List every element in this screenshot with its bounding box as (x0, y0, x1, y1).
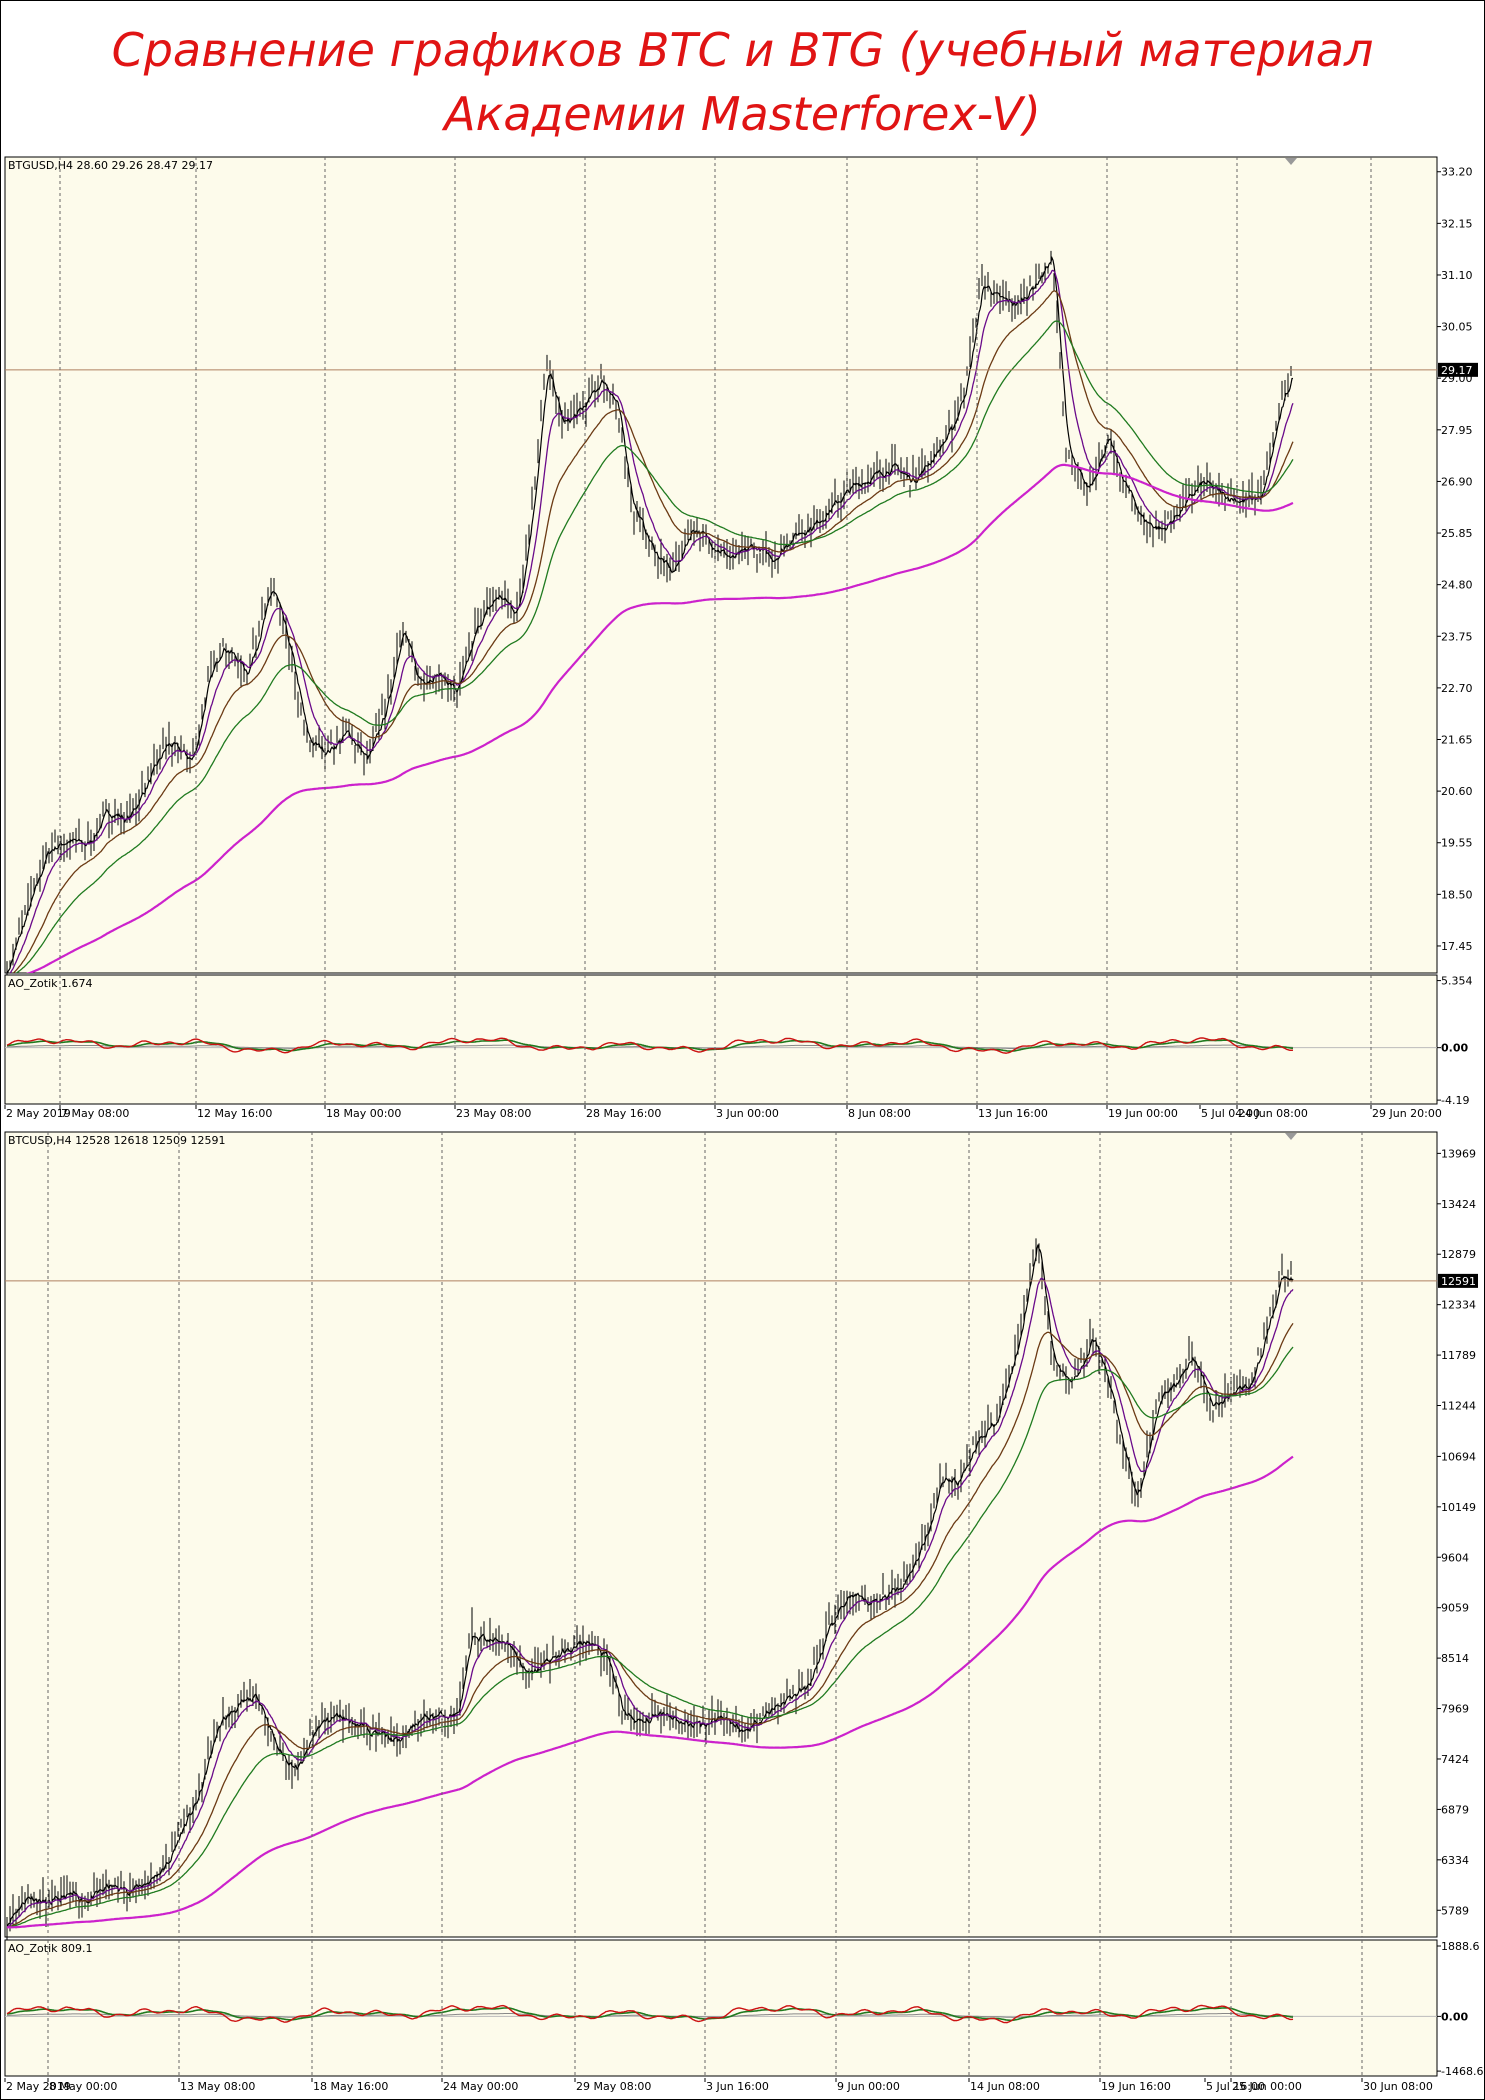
btc-ao-header: AO_Zotik 809.1 (8, 1942, 92, 1955)
btg-xaxis-label-1: 7 May 08:00 (61, 1107, 129, 1120)
btc-yaxis-label-4: 11789 (1441, 1349, 1476, 1362)
btg-ao-panel (4, 974, 1438, 1105)
btc-xaxis-label-0: 2 May 2019 (6, 2080, 71, 2093)
btc-current-price-text: 12591 (1441, 1275, 1476, 1288)
btg-xaxis-label-4: 23 May 08:00 (456, 1107, 531, 1120)
btg-ma-fast-line (9, 269, 1294, 973)
btc-xaxis-label-8: 14 Jun 08:00 (970, 2080, 1040, 2093)
btg-ma-slow-line (15, 320, 1294, 973)
btg-yaxis-label-13: 19.55 (1441, 837, 1473, 850)
btc-ma-fast-line (6, 1277, 1294, 1928)
btc-yaxis-label-3: 12334 (1441, 1299, 1476, 1312)
btg-ao-yaxis-label-1: 0.00 (1441, 1042, 1468, 1055)
btc-ao-red-line (6, 2004, 1294, 2024)
btc-yaxis-label-12: 7424 (1441, 1753, 1469, 1766)
btc-yaxis-label-13: 6879 (1441, 1803, 1469, 1816)
btg-xaxis-label-10: 24 Jun 08:00 (1238, 1107, 1308, 1120)
btg-xaxis-label-2: 12 May 16:00 (197, 1107, 272, 1120)
btg-xaxis-label-9: 19 Jun 00:00 (1108, 1107, 1178, 1120)
btc-xaxis-label-12: 5 Jul 16:00 (1206, 2080, 1265, 2093)
btc-ao-yaxis-label-1: 0.00 (1441, 2010, 1468, 2023)
btc-panel (4, 1131, 1438, 1938)
btg-yaxis-label-2: 31.10 (1441, 269, 1473, 282)
btg-yaxis-label-1: 32.15 (1441, 217, 1473, 230)
btc-xaxis-label-4: 24 May 00:00 (443, 2080, 518, 2093)
btc-yaxis-label-9: 9059 (1441, 1602, 1469, 1615)
btg-xaxis-label-8: 13 Jun 16:00 (978, 1107, 1048, 1120)
btc-yaxis-label-8: 9604 (1441, 1551, 1469, 1564)
btg-yaxis-label-9: 23.75 (1441, 630, 1473, 643)
btc-header: BTCUSD,H4 12528 12618 12509 12591 (8, 1134, 226, 1147)
btc-yaxis-label-14: 6334 (1441, 1854, 1469, 1867)
btg-xaxis-label-12: 5 Jul 04:00 (1201, 1107, 1260, 1120)
btc-ma-long-line (7, 1455, 1294, 1929)
btc-yaxis-label-7: 10149 (1441, 1501, 1476, 1514)
page-title: Сравнение графиков BTC и BTG (учебный ма… (0, 18, 1485, 146)
btg-yaxis-label-10: 22.70 (1441, 682, 1473, 695)
btc-ao-yaxis-label-2: -1468.6 (1441, 2065, 1483, 2078)
btc-yaxis-label-2: 12879 (1441, 1248, 1476, 1261)
btc-yaxis-label-10: 8514 (1441, 1652, 1469, 1665)
btc-xaxis-label-2: 13 May 08:00 (180, 2080, 255, 2093)
btc-yaxis-label-5: 11244 (1441, 1400, 1476, 1413)
btg-yaxis-label-5: 27.95 (1441, 424, 1473, 437)
btg-panel (4, 156, 1438, 974)
btg-header: BTGUSD,H4 28.60 29.26 28.47 29.17 (8, 159, 213, 172)
btg-ma-long-line (25, 463, 1294, 973)
btg-yaxis-label-15: 17.45 (1441, 940, 1473, 953)
btg-xaxis-label-7: 8 Jun 08:00 (848, 1107, 911, 1120)
btc-yaxis-label-11: 7969 (1441, 1703, 1469, 1716)
btg-yaxis-label-3: 30.05 (1441, 321, 1473, 334)
title-line-1: Сравнение графиков BTC и BTG (учебный ма… (111, 23, 1374, 77)
btg-yaxis-label-8: 24.80 (1441, 579, 1473, 592)
btc-xaxis-label-1: 8 May 00:00 (49, 2080, 117, 2093)
btg-ao-header: AO_Zotik 1.674 (8, 977, 92, 990)
title-line-2: Академии Masterforex-V) (444, 87, 1041, 141)
btc-xaxis-label-7: 9 Jun 00:00 (837, 2080, 900, 2093)
btc-price-close-line (6, 1244, 1294, 1928)
btg-xaxis-label-6: 3 Jun 00:00 (716, 1107, 779, 1120)
btg-yaxis-label-0: 33.20 (1441, 166, 1473, 179)
btg-ma-mid-line (12, 290, 1294, 973)
btc-xaxis-label-11: 30 Jun 08:00 (1363, 2080, 1433, 2093)
btg-xaxis-label-3: 18 May 00:00 (326, 1107, 401, 1120)
btg-ao-yaxis-label-2: -4.19 (1441, 1094, 1469, 1107)
btc-yaxis-label-15: 5789 (1441, 1904, 1469, 1917)
btg-yaxis-label-6: 26.90 (1441, 475, 1473, 488)
btg-yaxis-label-11: 21.65 (1441, 734, 1473, 747)
btc-ma-slow-line (6, 1346, 1294, 1928)
btc-yaxis-label-1: 13424 (1441, 1198, 1476, 1211)
btc-xaxis-label-9: 19 Jun 16:00 (1101, 2080, 1171, 2093)
btg-current-price-tag (1438, 362, 1478, 377)
btc-ao-yaxis-label-0: 1888.6 (1441, 1940, 1480, 1953)
btg-yaxis-label-7: 25.85 (1441, 527, 1473, 540)
btc-xaxis-label-10: 25 Jun 00:00 (1232, 2080, 1302, 2093)
btc-ao-panel (4, 1939, 1438, 2077)
btc-xaxis-label-6: 3 Jun 16:00 (706, 2080, 769, 2093)
btg-scroll-marker (1285, 158, 1297, 165)
btc-xaxis-label-3: 18 May 16:00 (313, 2080, 388, 2093)
btg-yaxis-label-12: 20.60 (1441, 785, 1473, 798)
btc-xaxis-label-5: 29 May 08:00 (576, 2080, 651, 2093)
btc-yaxis-label-6: 10694 (1441, 1450, 1476, 1463)
btc-ma-mid-line (6, 1322, 1294, 1928)
btg-ao-red-line (6, 1037, 1294, 1055)
btg-xaxis-label-0: 2 May 2019 (6, 1107, 71, 1120)
btg-xaxis-label-5: 28 May 16:00 (586, 1107, 661, 1120)
btg-xaxis-label-11: 29 Jun 20:00 (1372, 1107, 1442, 1120)
btc-scroll-marker (1285, 1133, 1297, 1140)
btg-ao-yaxis-label-0: 5.354 (1441, 975, 1473, 988)
btg-yaxis-label-14: 18.50 (1441, 888, 1473, 901)
btc-yaxis-label-0: 13969 (1441, 1147, 1476, 1160)
btc-current-price-tag (1438, 1273, 1478, 1288)
btg-current-price-text: 29.17 (1441, 364, 1473, 377)
